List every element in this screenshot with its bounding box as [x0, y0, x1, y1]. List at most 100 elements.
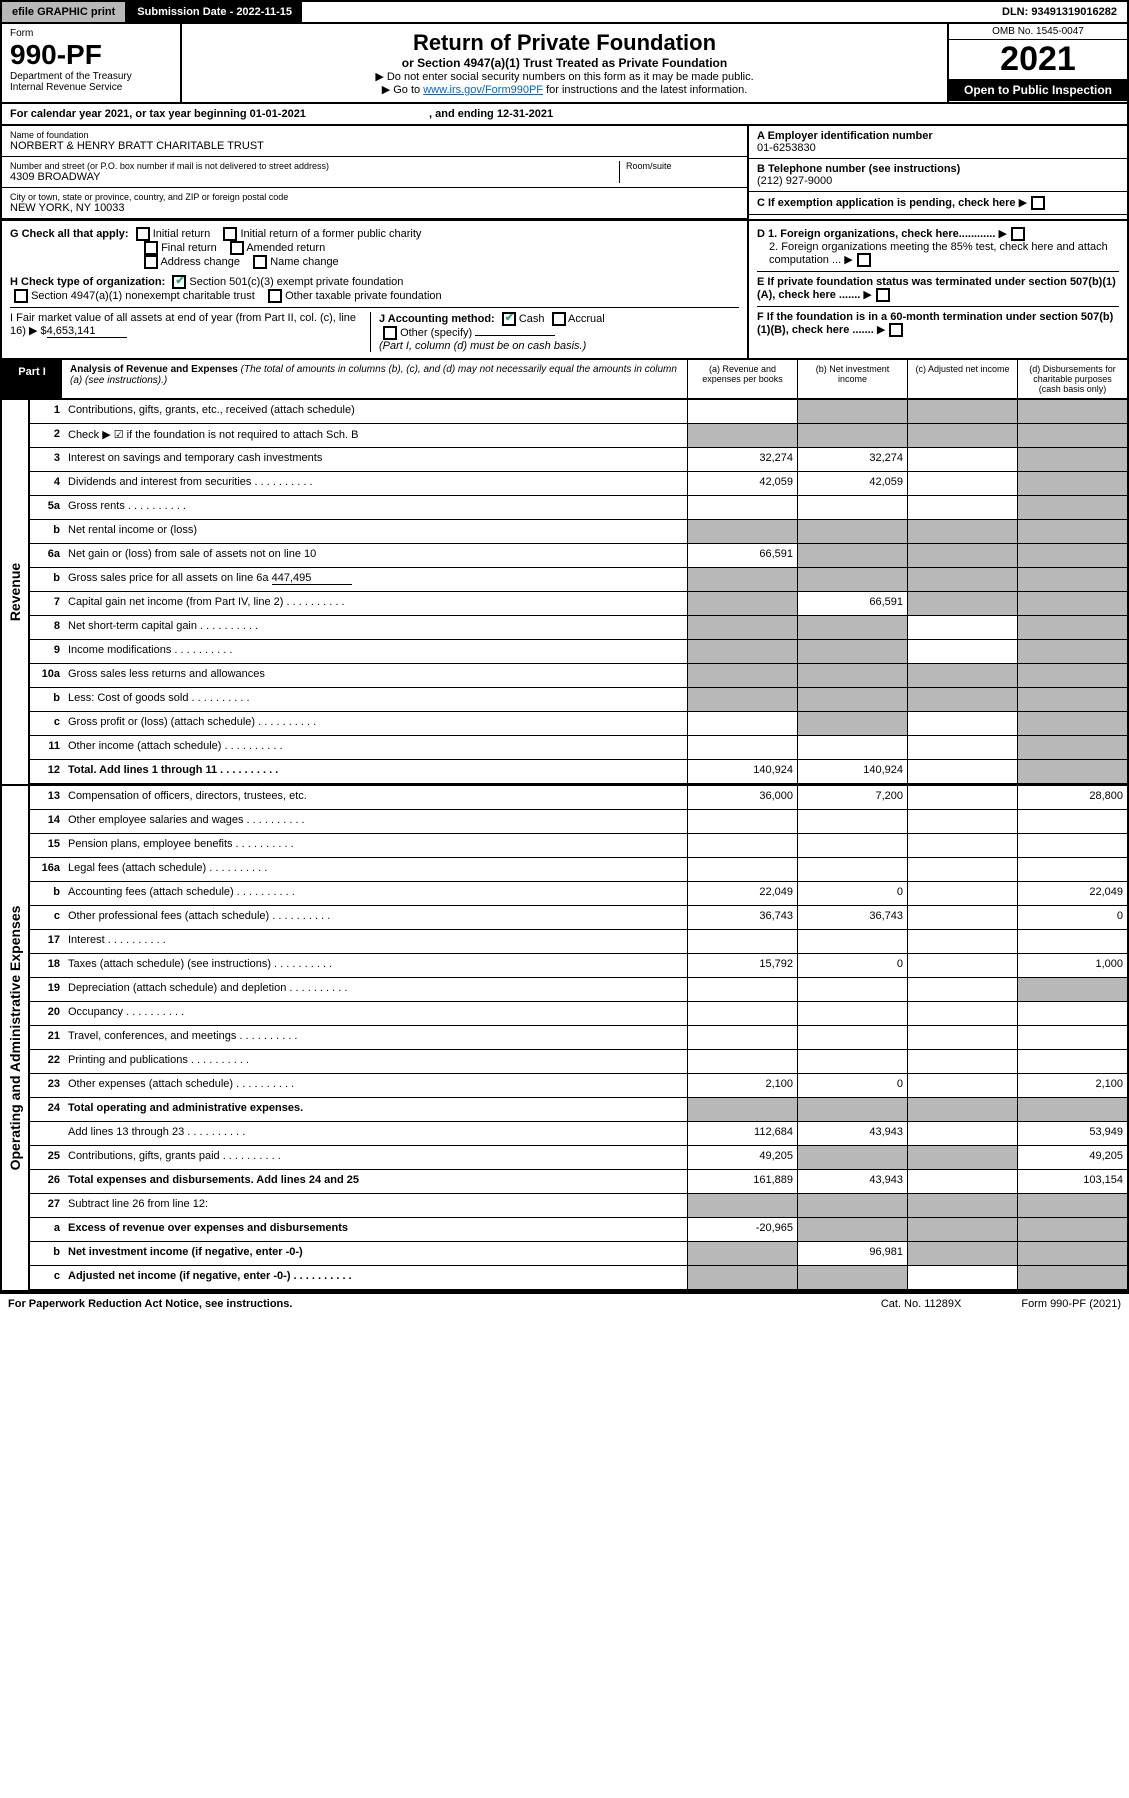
revenue-side-label: Revenue [2, 400, 30, 784]
r4-b: 42,059 [797, 472, 907, 495]
d2-checkbox[interactable] [857, 253, 871, 267]
final-return-checkbox[interactable] [144, 241, 158, 255]
g-row: G Check all that apply: Initial return I… [10, 227, 739, 269]
info-right: A Employer identification number 01-6253… [747, 126, 1127, 219]
initial-former-checkbox[interactable] [223, 227, 237, 241]
d1-label: D 1. Foreign organizations, check here..… [757, 228, 995, 240]
r1-desc: Contributions, gifts, grants, etc., rece… [64, 400, 687, 423]
g-opt-4: Address change [160, 256, 240, 268]
c-checkbox[interactable] [1031, 196, 1045, 210]
r3-a: 32,274 [687, 448, 797, 471]
address: 4309 BROADWAY [10, 171, 619, 183]
r3-desc: Interest on savings and temporary cash i… [64, 448, 687, 471]
r23-b: 0 [797, 1074, 907, 1097]
r18-d: 1,000 [1017, 954, 1127, 977]
r7-b: 66,591 [797, 592, 907, 615]
initial-return-checkbox[interactable] [136, 227, 150, 241]
city-cell: City or town, state or province, country… [2, 188, 747, 219]
part1-badge: Part I [2, 360, 62, 398]
r26-desc: Total expenses and disbursements. Add li… [64, 1170, 687, 1193]
f-label: F If the foundation is in a 60-month ter… [757, 311, 1113, 336]
info-left: Name of foundation NORBERT & HENRY BRATT… [2, 126, 747, 219]
name-change-checkbox[interactable] [253, 255, 267, 269]
r4-a: 42,059 [687, 472, 797, 495]
h-row: H Check type of organization: Section 50… [10, 275, 739, 303]
j-cell: J Accounting method: Cash Accrual Other … [370, 312, 739, 352]
r27-desc: Subtract line 26 from line 12: [64, 1194, 687, 1217]
dln-label: DLN: 93491319016282 [992, 2, 1127, 22]
h1-label: Section 501(c)(3) exempt private foundat… [189, 276, 403, 288]
r13-d: 28,800 [1017, 786, 1127, 809]
f-checkbox[interactable] [889, 323, 903, 337]
h1-checkbox[interactable] [172, 275, 186, 289]
r16c-a: 36,743 [687, 906, 797, 929]
irs-label: Internal Revenue Service [10, 82, 172, 93]
r9-desc: Income modifications [64, 640, 687, 663]
d1-checkbox[interactable] [1011, 227, 1025, 241]
j-cash: Cash [519, 313, 545, 325]
ein-cell: A Employer identification number 01-6253… [749, 126, 1127, 159]
revenue-rows: 1Contributions, gifts, grants, etc., rec… [30, 400, 1127, 784]
revenue-text: Revenue [7, 563, 23, 621]
r25-d: 49,205 [1017, 1146, 1127, 1169]
r10b-desc: Less: Cost of goods sold [64, 688, 687, 711]
form-word: Form [10, 28, 172, 39]
r24b-a: 112,684 [687, 1122, 797, 1145]
form-title: Return of Private Foundation [188, 30, 941, 56]
col-b-header: (b) Net investment income [797, 360, 907, 398]
part1-desc: Analysis of Revenue and Expenses (The to… [62, 360, 687, 398]
r22-desc: Printing and publications [64, 1050, 687, 1073]
h3-checkbox[interactable] [268, 289, 282, 303]
g-label: G Check all that apply: [10, 228, 129, 240]
r27b-desc: Net investment income (if negative, ente… [64, 1242, 687, 1265]
part1-title: Analysis of Revenue and Expenses [70, 364, 238, 375]
i-j-row: I Fair market value of all assets at end… [10, 307, 739, 352]
dept-label: Department of the Treasury [10, 71, 172, 82]
r16b-a: 22,049 [687, 882, 797, 905]
r12-b: 140,924 [797, 760, 907, 783]
instructions-link[interactable]: www.irs.gov/Form990PF [423, 84, 543, 96]
e-checkbox[interactable] [876, 288, 890, 302]
j-accrual-checkbox[interactable] [552, 312, 566, 326]
ghij-left: G Check all that apply: Initial return I… [2, 221, 747, 358]
r19-desc: Depreciation (attach schedule) and deple… [64, 978, 687, 1001]
r6b-desc: Gross sales price for all assets on line… [64, 568, 687, 591]
r23-a: 2,100 [687, 1074, 797, 1097]
j-other-checkbox[interactable] [383, 326, 397, 340]
r8-desc: Net short-term capital gain [64, 616, 687, 639]
r6a-a: 66,591 [687, 544, 797, 567]
r11-desc: Other income (attach schedule) [64, 736, 687, 759]
r24b-desc: Add lines 13 through 23 [64, 1122, 687, 1145]
d2-label: 2. Foreign organizations meeting the 85%… [769, 241, 1108, 266]
name-cell: Name of foundation NORBERT & HENRY BRATT… [2, 126, 747, 157]
city-label: City or town, state or province, country… [10, 192, 739, 202]
g-opt-0: Initial return [153, 228, 210, 240]
phone-label: B Telephone number (see instructions) [757, 163, 1119, 175]
h2-checkbox[interactable] [14, 289, 28, 303]
arrow-icon: ▶ [1019, 196, 1027, 209]
address-change-checkbox[interactable] [144, 255, 158, 269]
j-other-line [475, 335, 555, 336]
note2-post: for instructions and the latest informat… [543, 84, 747, 96]
submission-date: Submission Date - 2022-11-15 [127, 2, 302, 22]
d1-row: D 1. Foreign organizations, check here..… [757, 227, 1119, 241]
tax-year: 2021 [949, 40, 1127, 79]
r20-desc: Occupancy [64, 1002, 687, 1025]
r24-desc: Total operating and administrative expen… [64, 1098, 687, 1121]
efile-button[interactable]: efile GRAPHIC print [2, 2, 127, 22]
r18-a: 15,792 [687, 954, 797, 977]
c-cell: C If exemption application is pending, c… [749, 192, 1127, 215]
r27b-b: 96,981 [797, 1242, 907, 1265]
part1-header: Part I Analysis of Revenue and Expenses … [0, 360, 1129, 400]
cal-mid: , and ending [426, 108, 497, 120]
section-g-h-i-j: G Check all that apply: Initial return I… [0, 221, 1129, 360]
j-cash-checkbox[interactable] [502, 312, 516, 326]
top-bar: efile GRAPHIC print Submission Date - 20… [0, 0, 1129, 24]
note-link-row: ▶ Go to www.irs.gov/Form990PF for instru… [188, 83, 941, 96]
amended-return-checkbox[interactable] [230, 241, 244, 255]
expenses-section: Operating and Administrative Expenses 13… [0, 786, 1129, 1292]
cal-end: 12-31-2021 [497, 108, 553, 120]
r23-desc: Other expenses (attach schedule) [64, 1074, 687, 1097]
r2-desc: Check ▶ ☑ if the foundation is not requi… [64, 424, 687, 447]
col-c-header: (c) Adjusted net income [907, 360, 1017, 398]
